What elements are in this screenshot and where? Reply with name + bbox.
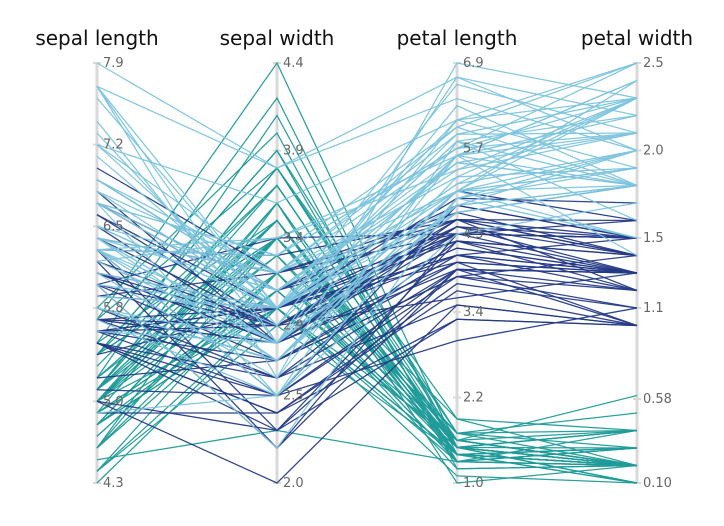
series-line: [96, 149, 638, 309]
series-line: [96, 167, 638, 362]
series-line: [96, 307, 638, 397]
axis-title-sepal_length: sepal length: [35, 26, 158, 50]
tick-label: 3.4: [463, 305, 484, 320]
tick-label: 2.0: [643, 144, 664, 159]
series-lines-layer: [96, 61, 638, 484]
tick-label: 1.0: [463, 476, 484, 491]
series-line: [96, 318, 638, 432]
tick-label: 7.9: [103, 56, 124, 71]
tick-label: 0.10: [643, 476, 672, 491]
series-line: [96, 184, 638, 309]
series-line: [96, 167, 638, 362]
series-line: [96, 247, 638, 327]
tick-label: 4.5: [463, 227, 484, 242]
series-line: [96, 184, 638, 467]
series-line: [96, 79, 638, 292]
tick-label: 6.9: [463, 56, 484, 71]
series-line: [96, 167, 638, 397]
tick-label: 3.9: [283, 144, 304, 159]
tick-label: 5.0: [103, 394, 124, 409]
tick-label: 5.8: [103, 301, 124, 316]
tick-label: 2.5: [643, 56, 664, 71]
axis-title-petal_length: petal length: [397, 26, 518, 50]
series-line: [96, 126, 638, 274]
series-line: [96, 166, 638, 467]
series-line: [96, 254, 638, 321]
series-line: [96, 304, 638, 379]
series-line: [96, 62, 638, 257]
series-line: [96, 76, 638, 169]
series-line: [96, 184, 638, 309]
series-line: [96, 76, 638, 345]
series-line: [96, 240, 638, 432]
tick-label: 6.5: [103, 219, 124, 234]
series-line: [96, 219, 638, 442]
series-line: [96, 307, 638, 484]
series-line: [96, 97, 638, 262]
series-line: [96, 140, 638, 309]
tick-label: 2.5: [283, 389, 304, 404]
series-line: [96, 85, 638, 309]
series-line: [96, 162, 638, 292]
series-line: [96, 149, 638, 344]
tick-label: 3.4: [283, 231, 304, 246]
tick-label: 7.2: [103, 138, 124, 153]
tick-label: 2.0: [283, 476, 304, 491]
series-line: [96, 429, 638, 463]
series-line: [96, 290, 638, 414]
series-line: [96, 97, 638, 292]
series-line: [96, 261, 638, 344]
tick-label: 5.7: [463, 141, 484, 156]
tick-label: 1.1: [643, 301, 664, 316]
axis-title-sepal_width: sepal width: [220, 26, 335, 50]
series-line: [96, 240, 638, 379]
series-line: [96, 154, 638, 379]
tick-label: 4.4: [283, 56, 304, 71]
series-line: [96, 62, 638, 257]
series-line: [96, 197, 638, 449]
series-line: [96, 268, 638, 397]
series-line: [96, 272, 638, 472]
tick-label: 2.2: [463, 391, 484, 406]
tick-label: 2.9: [283, 319, 304, 334]
tick-label: 4.3: [103, 476, 124, 491]
axis-title-petal_width: petal width: [581, 26, 693, 50]
series-line: [96, 62, 638, 204]
labels-layer: sepal length 4.3 5.0 5.8 6.5 7.2 7.9 sepal widt…: [35, 26, 693, 491]
tick-label: 1.5: [643, 231, 664, 246]
tick-label: 0.58: [643, 392, 672, 407]
series-line: [96, 62, 638, 169]
